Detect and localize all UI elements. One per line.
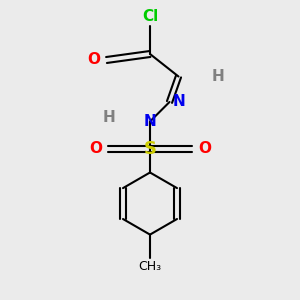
- Text: H: H: [212, 69, 224, 84]
- Text: CH₃: CH₃: [138, 260, 162, 272]
- Text: O: O: [198, 141, 211, 156]
- Text: O: O: [88, 52, 100, 68]
- Text: S: S: [143, 140, 157, 158]
- Text: N: N: [144, 114, 156, 129]
- Text: H: H: [103, 110, 116, 124]
- Text: N: N: [172, 94, 185, 110]
- Text: Cl: Cl: [142, 9, 158, 24]
- Text: O: O: [89, 141, 102, 156]
